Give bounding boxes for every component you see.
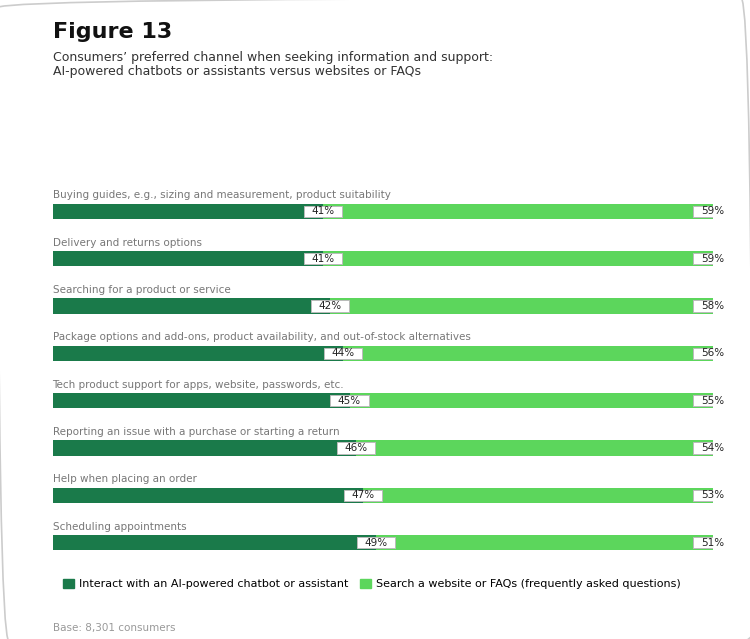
Text: Package options and add-ons, product availability, and out-of-stock alternatives: Package options and add-ons, product ava… xyxy=(53,332,470,343)
Text: Tech product support for apps, website, passwords, etc.: Tech product support for apps, website, … xyxy=(53,380,344,390)
FancyBboxPatch shape xyxy=(330,395,369,406)
FancyBboxPatch shape xyxy=(304,253,342,265)
Bar xyxy=(53,440,356,456)
Text: Reporting an issue with a purchase or starting a return: Reporting an issue with a purchase or st… xyxy=(53,427,339,437)
Text: Searching for a product or service: Searching for a product or service xyxy=(53,285,230,295)
Bar xyxy=(323,204,712,219)
FancyBboxPatch shape xyxy=(304,206,342,217)
Bar xyxy=(330,298,712,314)
FancyBboxPatch shape xyxy=(693,253,732,265)
FancyBboxPatch shape xyxy=(693,442,732,454)
Text: 47%: 47% xyxy=(351,490,374,500)
FancyBboxPatch shape xyxy=(324,348,362,359)
Bar xyxy=(356,440,712,456)
FancyBboxPatch shape xyxy=(693,489,732,501)
Bar xyxy=(363,488,712,503)
Bar xyxy=(53,393,350,408)
FancyBboxPatch shape xyxy=(357,537,395,548)
Text: 44%: 44% xyxy=(332,348,355,358)
Bar xyxy=(376,535,712,550)
Text: 42%: 42% xyxy=(318,301,341,311)
Bar xyxy=(343,346,712,361)
Text: 41%: 41% xyxy=(311,206,334,217)
Text: 45%: 45% xyxy=(338,396,361,406)
FancyBboxPatch shape xyxy=(693,537,732,548)
FancyBboxPatch shape xyxy=(693,206,732,217)
Bar xyxy=(53,298,330,314)
Bar xyxy=(350,393,712,408)
Bar xyxy=(53,204,323,219)
Text: 55%: 55% xyxy=(701,396,724,406)
Text: 49%: 49% xyxy=(364,537,388,548)
FancyBboxPatch shape xyxy=(310,300,349,312)
Text: 58%: 58% xyxy=(701,301,724,311)
Text: Figure 13: Figure 13 xyxy=(53,22,172,42)
FancyBboxPatch shape xyxy=(344,489,382,501)
FancyBboxPatch shape xyxy=(693,395,732,406)
FancyBboxPatch shape xyxy=(337,442,375,454)
Text: Delivery and returns options: Delivery and returns options xyxy=(53,238,202,248)
Text: 56%: 56% xyxy=(701,348,724,358)
Bar xyxy=(53,346,343,361)
Text: Base: 8,301 consumers: Base: 8,301 consumers xyxy=(53,623,175,633)
Text: 51%: 51% xyxy=(701,537,724,548)
Legend: Interact with an AI-powered chatbot or assistant, Search a website or FAQs (freq: Interact with an AI-powered chatbot or a… xyxy=(58,574,686,594)
Text: 59%: 59% xyxy=(701,206,724,217)
Text: Consumers’ preferred channel when seeking information and support:: Consumers’ preferred channel when seekin… xyxy=(53,51,493,64)
Text: 46%: 46% xyxy=(344,443,368,453)
Text: Scheduling appointments: Scheduling appointments xyxy=(53,522,186,532)
FancyBboxPatch shape xyxy=(693,348,732,359)
Text: 41%: 41% xyxy=(311,254,334,264)
Bar xyxy=(53,535,376,550)
Text: 54%: 54% xyxy=(701,443,724,453)
FancyBboxPatch shape xyxy=(693,300,732,312)
Text: AI-powered chatbots or assistants versus websites or FAQs: AI-powered chatbots or assistants versus… xyxy=(53,65,421,78)
Text: 53%: 53% xyxy=(701,490,724,500)
Bar xyxy=(53,488,363,503)
Text: Help when placing an order: Help when placing an order xyxy=(53,474,196,484)
Bar xyxy=(53,251,323,266)
Text: 59%: 59% xyxy=(701,254,724,264)
Bar xyxy=(323,251,712,266)
Text: Buying guides, e.g., sizing and measurement, product suitability: Buying guides, e.g., sizing and measurem… xyxy=(53,190,390,201)
